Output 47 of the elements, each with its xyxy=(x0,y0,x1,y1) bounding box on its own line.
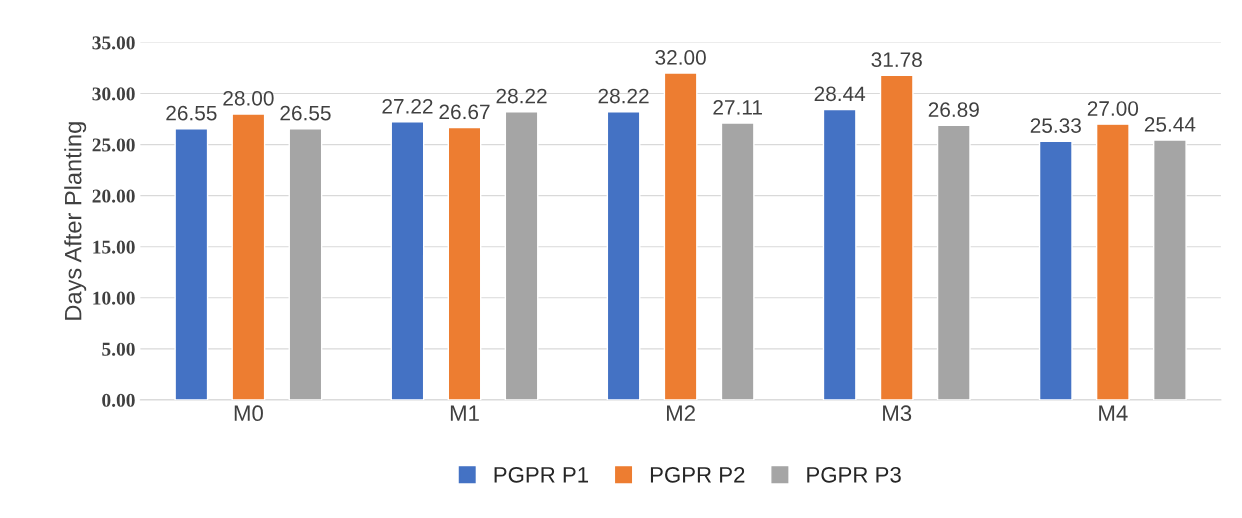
y-tick-label: 25.00 xyxy=(92,138,135,152)
bar xyxy=(390,121,425,400)
y-tick-label: 10.00 xyxy=(93,291,135,305)
bar xyxy=(822,108,857,400)
data-label: 25.44 xyxy=(1144,117,1196,132)
bar xyxy=(606,111,641,400)
data-label: 28.22 xyxy=(496,88,547,104)
data-label: 31.78 xyxy=(871,52,922,68)
bar xyxy=(447,126,482,400)
x-tick-label: M1 xyxy=(450,405,479,421)
data-label: 26.55 xyxy=(280,105,331,121)
data-label: 28.22 xyxy=(598,88,649,104)
data-label: 27.22 xyxy=(382,98,433,114)
y-tick-label: 30.00 xyxy=(92,87,135,101)
bar xyxy=(1095,123,1130,400)
legend-label: PGPR P2 xyxy=(650,466,745,483)
data-label: 25.33 xyxy=(1030,118,1081,133)
bar xyxy=(936,124,971,400)
data-label: 27.11 xyxy=(713,100,762,115)
data-label: 28.44 xyxy=(814,86,866,102)
data-label: 28.00 xyxy=(223,90,274,106)
x-tick-label: M4 xyxy=(1099,405,1128,421)
legend-label: PGPR P3 xyxy=(807,466,901,483)
x-tick-label: M0 xyxy=(234,405,263,422)
data-label: 27.00 xyxy=(1087,101,1139,116)
x-tick-label: M3 xyxy=(883,405,912,422)
bar xyxy=(879,74,914,400)
x-tick-label: M2 xyxy=(667,405,695,421)
data-label: 26.67 xyxy=(439,104,490,120)
bar xyxy=(174,128,209,400)
y-tick-label: 15.00 xyxy=(93,240,135,254)
legend-label: PGPR P1 xyxy=(494,466,589,483)
bar xyxy=(288,128,323,400)
bar xyxy=(231,113,266,400)
y-tick-label: 0.00 xyxy=(102,393,135,407)
y-tick-label: 35.00 xyxy=(92,36,135,50)
bar xyxy=(720,122,755,400)
data-label: 32.00 xyxy=(655,50,706,65)
y-tick-label: 20.00 xyxy=(92,189,135,203)
bar xyxy=(504,111,539,400)
bar xyxy=(663,72,698,400)
y-axis-title: Days After Planting xyxy=(64,122,87,320)
y-tick-label: 5.00 xyxy=(102,342,135,356)
bar xyxy=(1152,139,1187,400)
bar xyxy=(1038,140,1073,400)
data-label: 26.55 xyxy=(166,105,217,121)
data-label: 26.89 xyxy=(928,102,979,118)
